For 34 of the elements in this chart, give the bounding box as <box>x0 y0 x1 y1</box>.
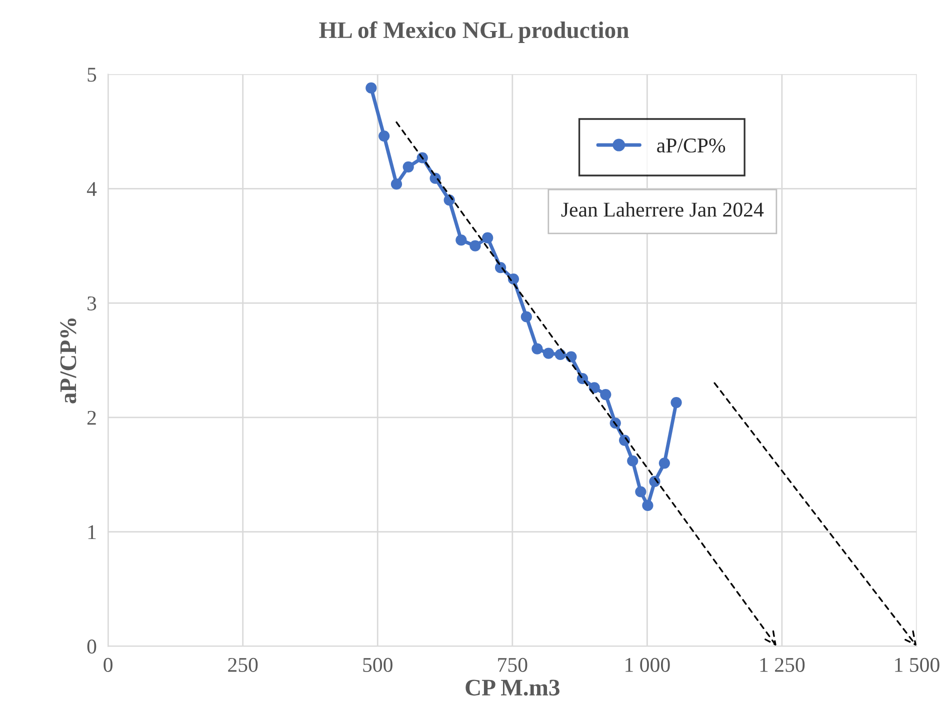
point <box>402 161 414 172</box>
x-tick-label: 500 <box>363 658 392 672</box>
y-tick-label: 5 <box>88 68 96 82</box>
point <box>390 178 402 190</box>
x-axis-title: CP M.m3 <box>466 680 560 696</box>
point <box>635 486 646 498</box>
chart-title: HL of Mexico NGL production <box>319 21 629 43</box>
x-tick-label: 1 500 <box>895 658 940 672</box>
point <box>378 130 390 142</box>
point <box>627 455 638 466</box>
y-axis-title: aP/CP% <box>60 318 76 404</box>
x-tick-label: 0 <box>104 658 112 672</box>
point <box>670 396 682 408</box>
y-tick-label: 0 <box>87 640 96 654</box>
point <box>366 82 377 94</box>
point <box>542 348 554 359</box>
y-tick-label: 4 <box>86 182 97 196</box>
point <box>642 500 654 512</box>
x-tick-label: 750 <box>498 658 528 672</box>
legend-label: aP/CP% <box>657 138 726 153</box>
y-tick-label: 3 <box>88 296 96 310</box>
point <box>520 311 532 322</box>
y-tick-label: 1 <box>88 525 96 540</box>
point <box>482 232 494 244</box>
point <box>456 234 467 246</box>
y-tick-label: 2 <box>87 410 96 425</box>
x-tick-label: 1 000 <box>626 658 670 672</box>
point <box>470 240 481 252</box>
point <box>600 388 612 400</box>
x-tick-label: 250 <box>228 658 258 672</box>
x-tick-label: 1 250 <box>760 658 805 672</box>
point <box>532 343 543 354</box>
annotation: Jean Laherrere Jan 2024 <box>561 202 764 217</box>
point <box>658 458 670 469</box>
